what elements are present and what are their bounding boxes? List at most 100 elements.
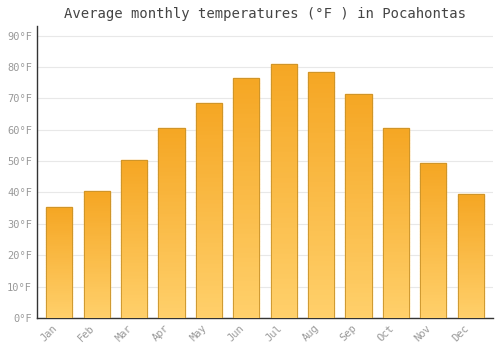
Bar — [158, 147, 184, 151]
Bar — [196, 236, 222, 240]
Bar — [382, 144, 409, 147]
Bar — [382, 128, 409, 318]
Bar — [458, 301, 483, 303]
Bar — [346, 295, 372, 300]
Bar — [308, 116, 334, 121]
Bar — [458, 276, 483, 278]
Bar — [46, 291, 72, 293]
Bar — [270, 84, 296, 89]
Bar — [308, 82, 334, 86]
Bar — [46, 211, 72, 213]
Bar — [420, 172, 446, 175]
Bar — [46, 309, 72, 311]
Bar — [382, 159, 409, 162]
Bar — [158, 132, 184, 136]
Bar — [458, 194, 483, 196]
Bar — [420, 299, 446, 302]
Bar — [308, 141, 334, 146]
Bar — [270, 293, 296, 297]
Bar — [158, 250, 184, 253]
Bar — [458, 293, 483, 295]
Bar — [308, 150, 334, 155]
Bar — [121, 245, 147, 248]
Bar — [121, 242, 147, 245]
Bar — [158, 242, 184, 246]
Bar — [308, 284, 334, 288]
Bar — [420, 184, 446, 188]
Bar — [84, 204, 110, 206]
Bar — [270, 252, 296, 257]
Bar — [158, 261, 184, 265]
Bar — [346, 233, 372, 237]
Bar — [458, 298, 483, 301]
Bar — [233, 231, 260, 236]
Bar — [121, 267, 147, 270]
Bar — [420, 268, 446, 271]
Bar — [84, 224, 110, 226]
Bar — [196, 275, 222, 279]
Bar — [158, 238, 184, 242]
Bar — [382, 185, 409, 189]
Bar — [121, 274, 147, 277]
Bar — [46, 218, 72, 220]
Bar — [196, 150, 222, 155]
Bar — [308, 77, 334, 82]
Bar — [346, 304, 372, 309]
Bar — [46, 302, 72, 304]
Bar — [158, 303, 184, 307]
Bar — [382, 140, 409, 144]
Bar — [458, 263, 483, 266]
Bar — [458, 258, 483, 261]
Bar — [121, 223, 147, 226]
Bar — [420, 228, 446, 231]
Bar — [233, 92, 260, 97]
Bar — [308, 210, 334, 215]
Bar — [196, 193, 222, 198]
Bar — [346, 94, 372, 98]
Bar — [121, 299, 147, 302]
Bar — [346, 134, 372, 139]
Bar — [308, 111, 334, 116]
Bar — [308, 229, 334, 234]
Bar — [46, 289, 72, 291]
Bar — [121, 226, 147, 229]
Bar — [382, 287, 409, 291]
Bar — [270, 79, 296, 84]
Bar — [458, 315, 483, 318]
Bar — [382, 212, 409, 216]
Bar — [158, 162, 184, 166]
Bar — [382, 189, 409, 192]
Bar — [346, 224, 372, 228]
Bar — [84, 285, 110, 287]
Bar — [308, 131, 334, 136]
Bar — [46, 280, 72, 282]
Bar — [346, 264, 372, 268]
Bar — [270, 287, 296, 293]
Title: Average monthly temperatures (°F ) in Pocahontas: Average monthly temperatures (°F ) in Po… — [64, 7, 466, 21]
Bar — [46, 265, 72, 267]
Bar — [46, 256, 72, 258]
Bar — [270, 231, 296, 237]
Bar — [84, 265, 110, 267]
Bar — [84, 252, 110, 254]
Bar — [420, 262, 446, 265]
Bar — [196, 133, 222, 138]
Bar — [158, 212, 184, 216]
Bar — [196, 301, 222, 305]
Bar — [346, 125, 372, 130]
Bar — [308, 254, 334, 259]
Bar — [84, 209, 110, 211]
Bar — [382, 295, 409, 299]
Bar — [233, 284, 260, 289]
Bar — [233, 155, 260, 160]
Bar — [420, 169, 446, 172]
Bar — [158, 170, 184, 174]
Bar — [196, 206, 222, 210]
Bar — [233, 188, 260, 193]
Bar — [458, 216, 483, 219]
Bar — [84, 231, 110, 234]
Bar — [233, 83, 260, 88]
Bar — [46, 206, 72, 209]
Bar — [233, 203, 260, 208]
Bar — [270, 105, 296, 110]
